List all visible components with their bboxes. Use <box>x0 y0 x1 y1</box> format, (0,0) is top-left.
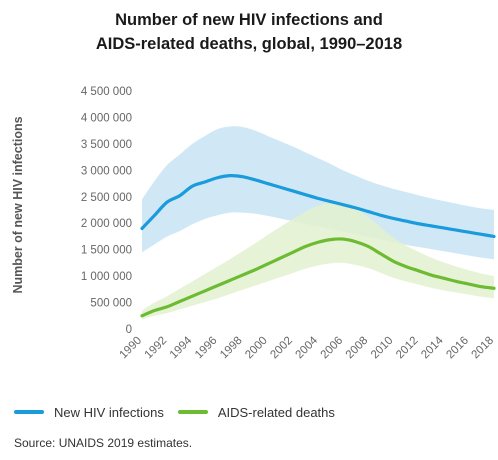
x-tick-label: 2008 <box>344 335 371 362</box>
y-tick-label: 4 500 000 <box>81 86 132 98</box>
x-tick-label: 2004 <box>294 334 321 361</box>
chart-legend: New HIV infections AIDS-related deaths <box>14 402 349 422</box>
source-note: Source: UNAIDS 2019 estimates. <box>14 436 193 450</box>
x-tick-label: 2016 <box>444 335 471 362</box>
x-tick-label: 1992 <box>143 335 170 362</box>
uncertainty-band-new-hiv-infections <box>142 126 494 260</box>
hiv-chart: 0 500 000 1 000 000 1 500 000 2 000 000 2 500… <box>11 86 497 362</box>
legend-label-new-hiv-infections: New HIV infections <box>54 404 164 420</box>
y-axis-label: Number of new HIV infections <box>11 116 25 293</box>
series-line-new-hiv-infections <box>140 173 496 239</box>
y-tick-label: 1 500 000 <box>81 245 132 257</box>
x-tick-label: 1996 <box>193 335 220 362</box>
legend-label-aids-related-deaths: AIDS-related deaths <box>217 404 335 420</box>
y-tick-label: 2 500 000 <box>81 192 132 204</box>
x-tick-label: 2018 <box>470 335 497 362</box>
y-tick-label: 0 <box>126 324 132 336</box>
y-tick-label: 500 000 <box>90 298 132 310</box>
x-tick-label: 1994 <box>168 334 195 361</box>
x-tick-label: 2000 <box>243 335 270 362</box>
legend-swatch-aids-related-deaths <box>177 410 208 414</box>
x-tick-label: 2012 <box>394 335 421 362</box>
x-tick-label: 2010 <box>369 335 396 362</box>
x-tick-label: 2002 <box>268 335 295 362</box>
x-tick-label: 1998 <box>218 335 245 362</box>
legend-swatch-new-hiv-infections <box>14 410 44 414</box>
chart-title-line-2: AIDS-related deaths, global, 1990–2018 <box>95 35 403 53</box>
y-tick-label: 1 000 000 <box>81 271 132 283</box>
y-tick-label: 3 500 000 <box>81 139 132 151</box>
y-tick-label: 3 000 000 <box>81 165 132 177</box>
y-tick-label: 4 000 000 <box>81 112 132 124</box>
y-tick-label: 2 000 000 <box>81 218 132 230</box>
legend-item-aids-related-deaths: AIDS-related deaths <box>177 404 335 420</box>
x-tick-label: 2006 <box>319 335 346 362</box>
series-line-aids-related-deaths <box>140 237 496 318</box>
chart-title: Number of new HIV infections and AIDS-re… <box>0 8 498 56</box>
x-tick-label: 1990 <box>118 335 145 362</box>
x-tick-label: 2014 <box>419 334 446 361</box>
legend-item-new-hiv-infections: New HIV infections <box>14 405 164 420</box>
uncertainty-band-aids-related-deaths <box>142 202 494 320</box>
chart-title-line-1: Number of new HIV infections and <box>115 11 383 29</box>
